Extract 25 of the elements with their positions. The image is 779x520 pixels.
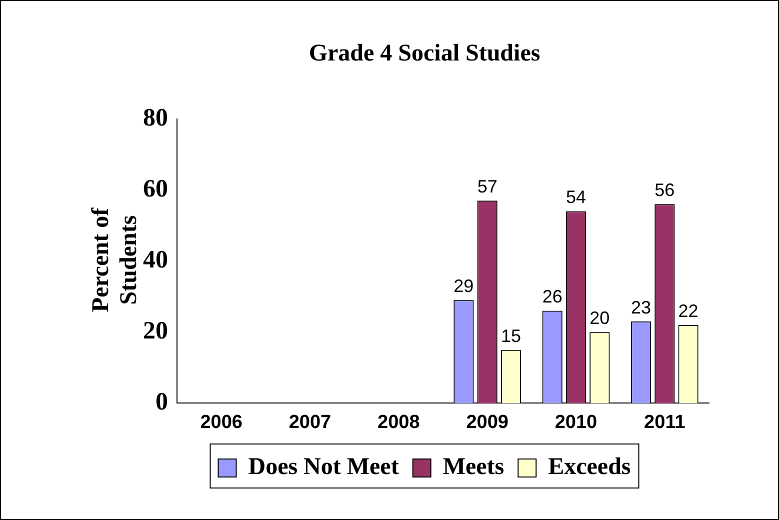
x-tick-label: 2010 bbox=[554, 412, 598, 433]
data-label: 23 bbox=[631, 297, 652, 318]
x-tick-label: 2008 bbox=[378, 412, 420, 433]
y-tick-label: 20 bbox=[143, 318, 168, 345]
y-tick-label: 40 bbox=[143, 246, 168, 274]
x-tick-label: 2009 bbox=[466, 412, 508, 433]
chart-title: Grade 4 Social Studies bbox=[308, 40, 540, 67]
data-label: 20 bbox=[590, 308, 610, 328]
x-tick-label: 2011 bbox=[644, 412, 686, 433]
y-tick-label: 0 bbox=[156, 388, 168, 416]
data-label: 54 bbox=[566, 187, 586, 208]
y-tick-label: 60 bbox=[143, 175, 168, 202]
x-tick-label: 2006 bbox=[200, 412, 242, 433]
legend-label: Meets bbox=[442, 454, 504, 480]
data-label: 26 bbox=[542, 286, 562, 307]
y-axis-title: Percent of Students bbox=[87, 206, 143, 314]
data-label: 15 bbox=[500, 326, 521, 346]
data-label: 57 bbox=[477, 176, 498, 197]
legend-label: Does Not Meet bbox=[248, 454, 399, 480]
data-label: 29 bbox=[454, 276, 474, 296]
y-tick-label: 80 bbox=[143, 104, 168, 132]
data-label: 56 bbox=[654, 180, 675, 200]
x-tick-label: 2007 bbox=[288, 412, 332, 433]
legend-label: Exceeds bbox=[548, 454, 631, 480]
data-label: 22 bbox=[678, 300, 698, 321]
